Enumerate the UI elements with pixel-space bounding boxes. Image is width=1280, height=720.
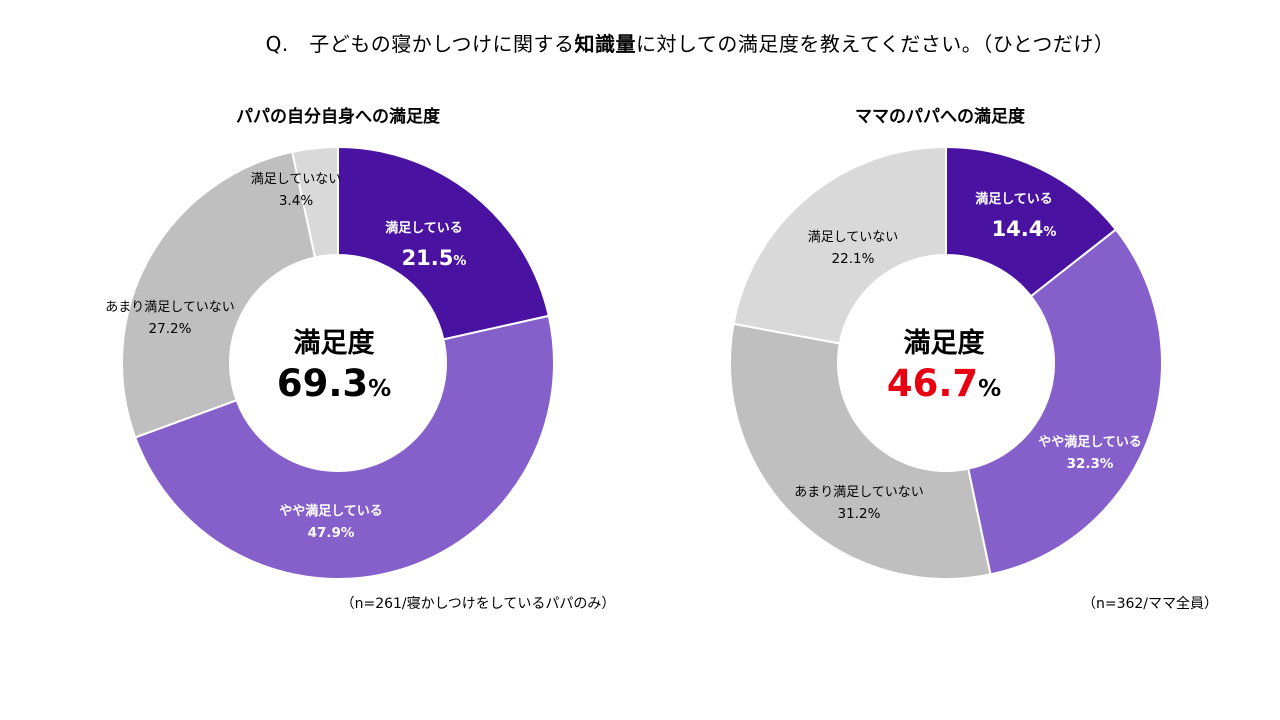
question-text: Q. 子どもの寝かしつけに関する知識量に対しての満足度を教えてください。（ひとつ… <box>0 28 1280 57</box>
chart-mama-to-papa: ママのパパへの満足度 満足している 14.4% やや満足している 32.3% あまり満足… <box>729 106 1218 612</box>
donut-slice <box>291 145 339 259</box>
slice-value: 14.4% <box>992 217 1057 241</box>
slice-labels: 満足している 14.4% やや満足している 32.3% あまり満足していない 31.2% 満… <box>794 191 1142 522</box>
slice-label: やや満足している <box>1038 434 1142 450</box>
slice-value: 3.4% <box>279 193 313 209</box>
slice-value: 32.3% <box>1067 456 1114 472</box>
donut-slices <box>121 145 555 580</box>
chart-papa-self: パパの自分自身への満足度 満足している 21.5% やや満足している 47.9% あまり… <box>105 106 615 612</box>
center-label: 満足度 <box>904 327 985 359</box>
slice-label: あまり満足していない <box>105 300 235 315</box>
donut-slice <box>732 145 947 345</box>
sample-note: （n=261/寝かしつけをしているパパのみ） <box>341 595 616 612</box>
center-value-line: 69.3% <box>277 362 391 405</box>
center-unit: % <box>978 376 1001 402</box>
question-suffix: に対しての満足度を教えてください。（ひとつだけ） <box>636 32 1115 56</box>
donut-slice <box>121 150 317 439</box>
slice-value: 22.1% <box>832 251 875 267</box>
slice-value: 47.9% <box>308 525 355 541</box>
slice-labels: 満足している 21.5% やや満足している 47.9% あまり満足していない 27.2% 満… <box>105 172 466 541</box>
slice-value: 21.5% <box>402 246 467 270</box>
center-label: 満足度 <box>294 327 375 359</box>
question-prefix: Q. 子どもの寝かしつけに関する <box>265 32 575 56</box>
donut-slice <box>133 314 555 580</box>
slice-label: 満足している <box>975 191 1053 207</box>
slice-label: あまり満足していない <box>794 485 924 500</box>
center-unit: % <box>368 376 391 402</box>
donut-slices <box>729 145 1163 580</box>
chart-title: パパの自分自身への満足度 <box>236 106 441 127</box>
center-value: 46.7 <box>887 362 978 405</box>
donut-slice <box>337 145 550 341</box>
question-emphasis: 知識量 <box>574 32 636 56</box>
sample-note: （n=362/ママ全員） <box>1082 595 1218 612</box>
slice-value: 27.2% <box>149 321 192 337</box>
donut-slice <box>967 228 1163 576</box>
slice-value: 31.2% <box>838 506 881 522</box>
center-value: 69.3 <box>277 362 368 405</box>
donut-slice <box>729 322 992 580</box>
center-value-line: 46.7% <box>887 362 1001 405</box>
slice-label: 満足している <box>385 220 463 236</box>
slice-label: 満足していない <box>808 230 899 245</box>
slice-label: 満足していない <box>251 172 342 187</box>
slice-label: やや満足している <box>279 503 383 519</box>
chart-title: ママのパパへの満足度 <box>855 106 1026 127</box>
